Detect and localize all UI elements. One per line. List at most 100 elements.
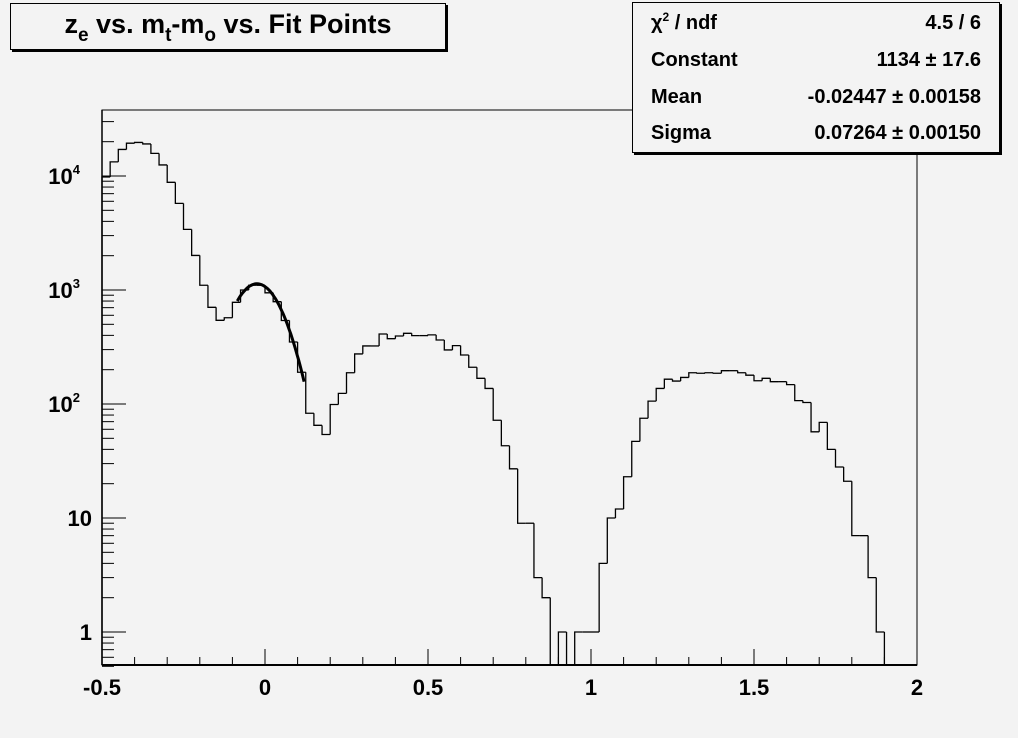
stat-value: 0.07264 ± 0.00150 (814, 122, 981, 144)
stat-sigma: Sigma 0.07264 ± 0.00150 (651, 115, 981, 151)
histogram-bin (125, 142, 135, 150)
histogram-bin (329, 403, 339, 435)
stat-chi2-ndf: χ2 / ndf 4.5 / 6 (651, 5, 981, 41)
title-seg-0: ze (64, 9, 89, 46)
histogram-bin (517, 468, 526, 524)
histogram-bin (802, 400, 812, 404)
histogram-bin (101, 176, 111, 665)
title-seg-1: vs. mt (88, 9, 172, 46)
histogram-bin (704, 372, 714, 374)
histogram-bin (712, 372, 722, 374)
histogram-bin (614, 508, 624, 518)
histogram-bin (313, 413, 323, 426)
histogram-bin (688, 372, 697, 378)
histogram-bin (745, 372, 754, 376)
y-tick-label: 102 (48, 390, 80, 417)
stat-label: Sigma (651, 122, 712, 144)
histogram-bin (508, 445, 518, 470)
x-tick-label: 1.5 (739, 675, 770, 700)
stat-constant: Constant 1134 ± 17.6 (651, 42, 981, 78)
histogram-bin (133, 141, 143, 144)
x-tick-label: -0.5 (83, 675, 121, 700)
histogram-bin (834, 449, 844, 468)
histogram-bin (174, 182, 184, 205)
histogram-bin (337, 392, 347, 405)
histogram-bin (305, 372, 314, 414)
histogram-bin (386, 334, 396, 340)
histogram-bin (166, 164, 176, 183)
histogram-bin (639, 417, 649, 442)
histogram-bin (533, 523, 543, 579)
title-seg-2: -mo (171, 9, 217, 46)
histogram-bin (663, 378, 673, 389)
histogram-bin (696, 372, 706, 374)
histogram-bin (875, 577, 885, 633)
histogram-bin (492, 388, 502, 421)
histogram-bin (794, 384, 803, 402)
stat-label: Mean (651, 86, 703, 108)
histogram-bin (468, 355, 477, 368)
histogram-bin (565, 632, 575, 666)
histogram-bin (215, 307, 225, 321)
histogram-bin (150, 143, 160, 155)
histogram-bin (785, 381, 795, 386)
histogram-bin (541, 577, 551, 599)
histogram-bin (443, 340, 453, 351)
y-tick-label: 10 (68, 506, 92, 531)
histogram-bin (231, 301, 241, 318)
y-tick-label: 103 (48, 276, 80, 303)
histogram-bin (622, 476, 632, 509)
histogram-bin (476, 367, 486, 379)
stat-value: 1134 ± 17.6 (876, 49, 981, 71)
histogram-bin (451, 344, 461, 350)
histogram-bin (427, 334, 437, 336)
stat-value: 4.5 / 6 (925, 12, 981, 34)
histogram-bin (867, 535, 877, 579)
x-tick-label: 1 (585, 675, 597, 700)
histogram-bin (394, 335, 404, 339)
stat-label: χ2 / ndf (651, 10, 717, 34)
histogram-bin (223, 317, 233, 321)
histogram-bin (158, 153, 168, 166)
title-seg-3: vs. Fit Points (216, 9, 392, 39)
histogram-bin (402, 332, 412, 336)
histogram-bin (362, 345, 371, 354)
histogram-bin (737, 370, 746, 374)
stat-mean: Mean -0.02447 ± 0.00158 (651, 79, 981, 115)
histogram-bin (818, 421, 828, 432)
histogram-bin (671, 379, 681, 382)
histogram-bin (117, 148, 127, 162)
histogram-bin (459, 345, 469, 356)
histogram-bin (109, 161, 119, 177)
histogram-bin (769, 378, 779, 383)
gaussian-fit-curve (236, 282, 306, 383)
histogram-bin (199, 255, 208, 286)
histogram-bin (810, 402, 820, 433)
histogram-bin (378, 333, 388, 346)
histogram-bin (680, 376, 689, 382)
histogram-bin (574, 631, 583, 665)
histogram-bin (647, 400, 657, 419)
histogram-bin (207, 285, 217, 308)
histogram-bin (354, 353, 363, 373)
histogram-bin (720, 370, 730, 374)
histogram-bin (484, 378, 494, 390)
chart-title: ze vs. mt-mo vs. Fit Points (10, 3, 446, 50)
histogram-bin (631, 440, 640, 477)
x-tick-label: 2 (911, 675, 923, 700)
y-tick-label: 1 (80, 620, 92, 645)
histogram-bin (606, 517, 616, 564)
histogram-bin (345, 372, 355, 394)
histogram-bin (557, 631, 567, 665)
histogram-bin (411, 333, 420, 337)
histogram-bin (753, 375, 763, 382)
histogram-bin (182, 203, 192, 231)
histogram-bin (191, 229, 200, 257)
histogram-bin (549, 597, 559, 666)
x-tick-label: 0 (259, 675, 271, 700)
histogram-bin (826, 422, 836, 451)
histogram-bin (435, 334, 445, 341)
histogram-bin (321, 425, 331, 436)
